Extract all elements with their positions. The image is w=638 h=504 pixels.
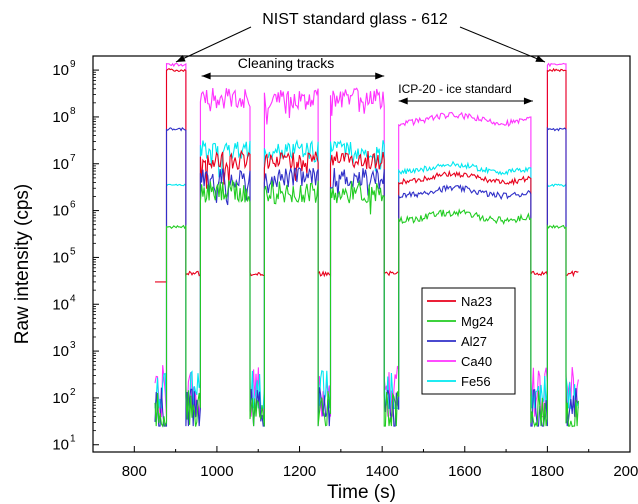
arrow-cleaning-tail — [201, 72, 211, 80]
x-tick-label: 1200 — [283, 463, 316, 480]
y-tick-label: 10 — [52, 203, 69, 220]
y-tick-label: 10 — [52, 156, 69, 173]
y-tick-label: 10 — [52, 62, 69, 79]
arrow-cleaning-head — [375, 72, 385, 80]
arrow-nist-left — [175, 26, 252, 63]
y-tick-exponent: 4 — [70, 293, 76, 304]
series-line-al27 — [154, 126, 579, 427]
annotation-nist: NIST standard glass - 612 — [262, 11, 448, 28]
y-tick-exponent: 1 — [70, 434, 76, 445]
x-tick-label: 1800 — [531, 463, 564, 480]
arrow-nist-left-head — [176, 55, 186, 62]
y-tick-exponent: 2 — [70, 387, 76, 398]
y-tick-exponent: 6 — [70, 200, 76, 211]
series-line-mg24 — [154, 179, 579, 428]
series-layer — [154, 62, 579, 428]
y-tick-exponent: 3 — [70, 340, 76, 351]
y-tick-label: 10 — [52, 343, 69, 360]
y-tick-exponent: 9 — [70, 59, 76, 70]
arrow-nist-right — [459, 26, 546, 63]
y-tick-exponent: 5 — [70, 246, 76, 257]
legend: Na23 Mg24 Al27 Ca40 Fe56 — [421, 287, 516, 395]
y-tick-label: 10 — [52, 437, 69, 454]
y-tick-label: 10 — [52, 249, 69, 266]
legend-label-mg24: Mg24 — [461, 314, 494, 329]
annotation-icp-standard: ICP-20 - ice standard — [398, 82, 511, 96]
series-line-na23 — [155, 67, 579, 283]
y-tick-label: 10 — [52, 296, 69, 313]
annotation-cleaning-tracks: Cleaning tracks — [238, 55, 335, 71]
y-axis-title: Raw intensity (cps) — [12, 184, 33, 345]
legend-label-fe56: Fe56 — [461, 374, 491, 389]
legend-label-al27: Al27 — [461, 334, 487, 349]
annotation-layer: NIST standard glass - 612 Cleaning track… — [175, 11, 546, 105]
x-tick-label: 1000 — [200, 463, 233, 480]
axis-layer: 8001000120014001600180020001011021031041… — [52, 55, 638, 480]
y-tick-label: 10 — [52, 390, 69, 407]
x-tick-label: 2000 — [613, 463, 638, 480]
arrow-icp-head — [523, 97, 533, 105]
x-axis-title: Time (s) — [327, 482, 396, 503]
x-tick-label: 1600 — [448, 463, 481, 480]
plot-frame — [92, 55, 631, 453]
series-line-fe56 — [154, 139, 579, 409]
series-line-ca40 — [154, 62, 579, 418]
arrow-nist-right-head — [535, 55, 545, 62]
y-tick-exponent: 8 — [70, 106, 76, 117]
arrow-icp-tail — [398, 97, 408, 105]
y-tick-exponent: 7 — [70, 153, 76, 164]
y-tick-label: 10 — [52, 109, 69, 126]
legend-label-na23: Na23 — [461, 294, 492, 309]
x-tick-label: 800 — [122, 463, 147, 480]
legend-label-ca40: Ca40 — [461, 354, 492, 369]
x-tick-label: 1400 — [365, 463, 398, 480]
